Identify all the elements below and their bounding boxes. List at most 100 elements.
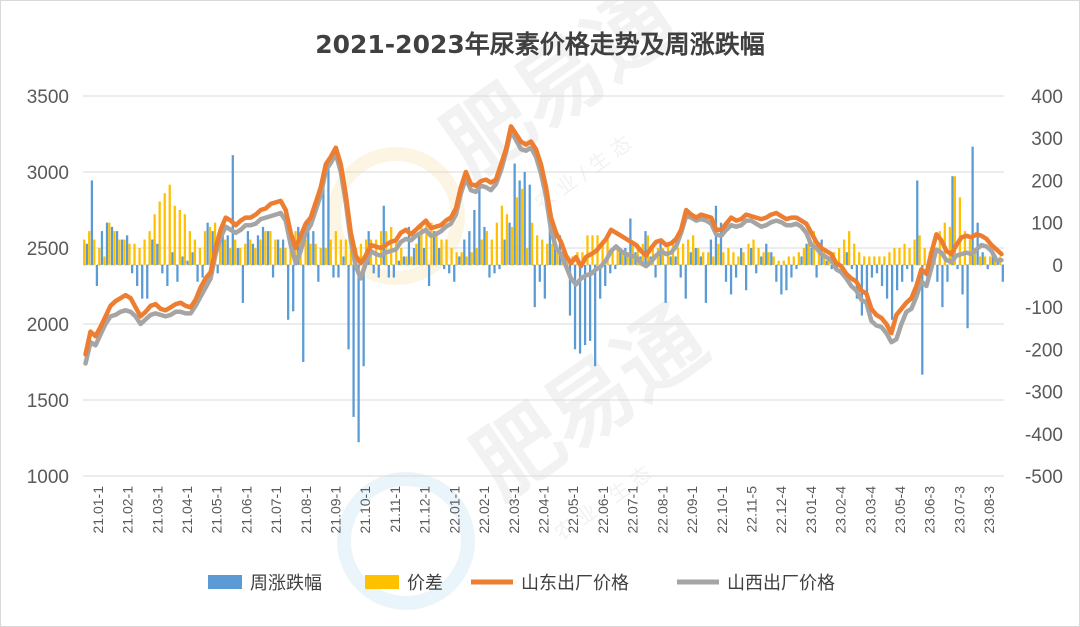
- legend-label-weekly-change: 周涨跌幅: [250, 573, 322, 594]
- bar-spread: [802, 248, 806, 265]
- bar-spread: [440, 239, 443, 265]
- bar-spread: [913, 239, 916, 265]
- bar-weekly-change: [513, 163, 516, 265]
- bar-weekly-change: [875, 264, 879, 274]
- bar-weekly-change: [206, 222, 209, 265]
- bar-spread: [551, 243, 554, 265]
- bar-weekly-change: [775, 264, 778, 282]
- bar-weekly-change: [161, 264, 164, 274]
- bar-weekly-change: [588, 264, 592, 341]
- bar-spread: [963, 231, 967, 265]
- bar-spread: [903, 243, 906, 265]
- bar-weekly-change: [438, 248, 441, 265]
- bar-weekly-change: [739, 248, 743, 265]
- bar-weekly-change: [770, 252, 773, 265]
- bar-spread: [234, 239, 237, 265]
- bar-weekly-change: [186, 260, 189, 265]
- bar-weekly-change: [443, 264, 446, 270]
- bar-spread: [737, 256, 740, 265]
- bar-spread: [681, 243, 685, 265]
- x-axis-tick-label: 21.07-1: [268, 486, 284, 534]
- bar-spread: [601, 243, 604, 265]
- x-axis-tick-label: 21.03-1: [149, 486, 165, 534]
- bar-weekly-change: [911, 264, 914, 282]
- bar-spread: [339, 239, 342, 265]
- bar-weekly-change: [790, 264, 793, 278]
- bar-weekly-change: [221, 226, 224, 265]
- bar-weekly-change: [90, 180, 94, 265]
- bar-spread: [470, 252, 473, 265]
- bar-weekly-change: [845, 252, 848, 265]
- x-axis-tick-label: 22.01-1: [446, 486, 462, 534]
- bar-spread: [878, 256, 881, 265]
- right-axis-tick-label: -100: [1025, 298, 1063, 319]
- bar-weekly-change: [266, 231, 270, 265]
- bar-weekly-change: [760, 256, 763, 265]
- bar-weekly-change: [1001, 264, 1004, 282]
- bar-spread: [893, 248, 896, 265]
- bar-spread: [490, 239, 493, 265]
- bar-weekly-change: [498, 264, 501, 270]
- bar-weekly-change: [765, 243, 768, 265]
- x-axis-tick-label: 23.03-4: [862, 486, 878, 534]
- bar-weekly-change: [825, 260, 828, 265]
- bar-weekly-change: [201, 264, 204, 278]
- bar-spread: [218, 231, 222, 265]
- bar-weekly-change: [251, 243, 255, 265]
- bar-spread: [515, 197, 519, 265]
- bar-spread: [686, 239, 690, 265]
- bar-spread: [344, 239, 348, 265]
- bar-spread: [792, 256, 795, 265]
- x-axis-tick-label: 22.05-1: [565, 486, 581, 534]
- bar-weekly-change: [448, 264, 451, 274]
- bar-weekly-change: [755, 264, 758, 274]
- bar-spread: [203, 231, 207, 265]
- bar-weekly-change: [287, 264, 290, 320]
- bar-weekly-change: [830, 264, 833, 270]
- bar-spread: [153, 214, 156, 265]
- bar-spread: [697, 248, 700, 265]
- bar-weekly-change: [357, 264, 360, 443]
- bar-spread: [591, 235, 594, 265]
- bar-spread: [505, 214, 509, 265]
- left-axis: 1000 1500 2000 2500 3000 3500: [27, 87, 69, 488]
- bar-weekly-change: [548, 226, 551, 265]
- bar-spread: [284, 248, 287, 265]
- x-axis-tick-label: 23.08-3: [981, 486, 997, 534]
- bar-spread: [249, 239, 252, 265]
- bar-weekly-change: [921, 264, 924, 375]
- line-shandong: [83, 124, 1004, 357]
- bar-weekly-change: [397, 260, 401, 265]
- bar-weekly-change: [246, 231, 250, 265]
- bar-spread: [269, 231, 272, 265]
- bar-weekly-change: [327, 167, 330, 265]
- bar-spread: [636, 243, 639, 265]
- bar-spread: [616, 248, 619, 265]
- bar-spread: [480, 239, 483, 265]
- bar-spread: [259, 239, 262, 265]
- bar-spread: [98, 248, 101, 265]
- bar-weekly-change: [699, 256, 702, 265]
- bar-spread: [586, 235, 589, 265]
- bar-spread: [108, 222, 111, 265]
- bar-weekly-change: [795, 264, 798, 270]
- bar-weekly-change: [468, 231, 471, 265]
- legend-label-shandong: 山东出厂价格: [521, 573, 629, 594]
- x-axis-tick-label: 22.08-1: [654, 486, 670, 534]
- bar-weekly-change: [362, 264, 365, 367]
- x-axis-tick-label: 21.05-1: [209, 486, 225, 534]
- bar-spread: [495, 222, 499, 265]
- bar-spread: [314, 243, 317, 265]
- bar-spread: [405, 256, 408, 265]
- bar-spread: [546, 243, 549, 265]
- bar-spread: [606, 239, 609, 265]
- bar-weekly-change: [724, 264, 728, 282]
- bar-weekly-change: [870, 264, 874, 278]
- bar-spread: [938, 231, 941, 265]
- x-axis-tick-label: 23.02-4: [833, 486, 849, 534]
- bar-weekly-change: [342, 256, 345, 265]
- bar-spread: [692, 235, 695, 265]
- bar-weekly-change: [604, 264, 607, 286]
- bar-spread: [762, 252, 765, 265]
